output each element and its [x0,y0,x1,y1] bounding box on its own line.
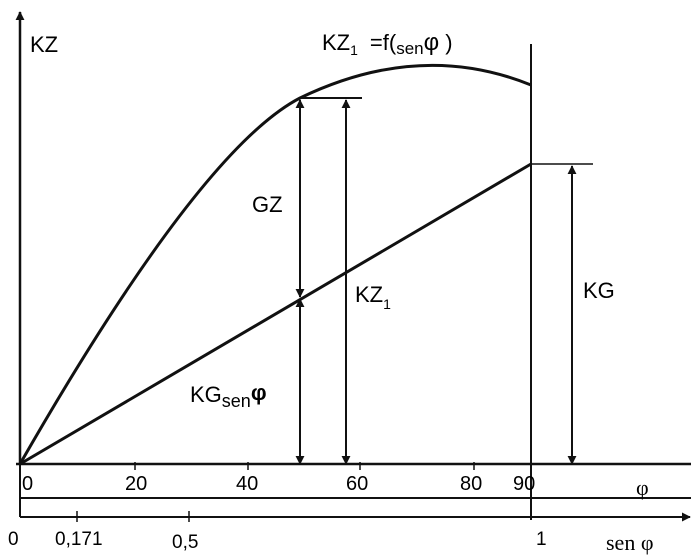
kz1-label: KZ1 [355,282,391,312]
phi-tick-label: 40 [236,473,258,495]
phi-tick-label: 90 [513,473,535,495]
sen-tick-label: 1 [536,529,547,550]
phi-axis-ticks: 0 20 40 60 80 90 [22,473,535,495]
sen-axis-ticks: 0 0,171 0,5 1 [8,529,547,553]
curve-label: KZ1 =f(senφ) [322,29,453,58]
phi-tick-label: 20 [125,473,147,495]
kg-label: KG [583,278,615,303]
phi-axis-label: φ [636,475,649,500]
sen-tick-label: 0,171 [55,529,103,550]
kg-sen-line [19,162,532,466]
kgsen-label: KGsenφ [190,380,267,411]
gz-label: GZ [252,192,283,217]
phi-tick-label: 80 [460,473,482,495]
y-axis-label: KZ [30,32,58,57]
phi-tick-label: 60 [346,473,368,495]
phi-tick-label: 0 [22,473,33,495]
kz1-curve [18,63,532,465]
sen-axis-label: sen φ [606,530,654,555]
sen-tick-label: 0,5 [172,532,198,553]
sen-tick-label: 0 [8,529,19,550]
